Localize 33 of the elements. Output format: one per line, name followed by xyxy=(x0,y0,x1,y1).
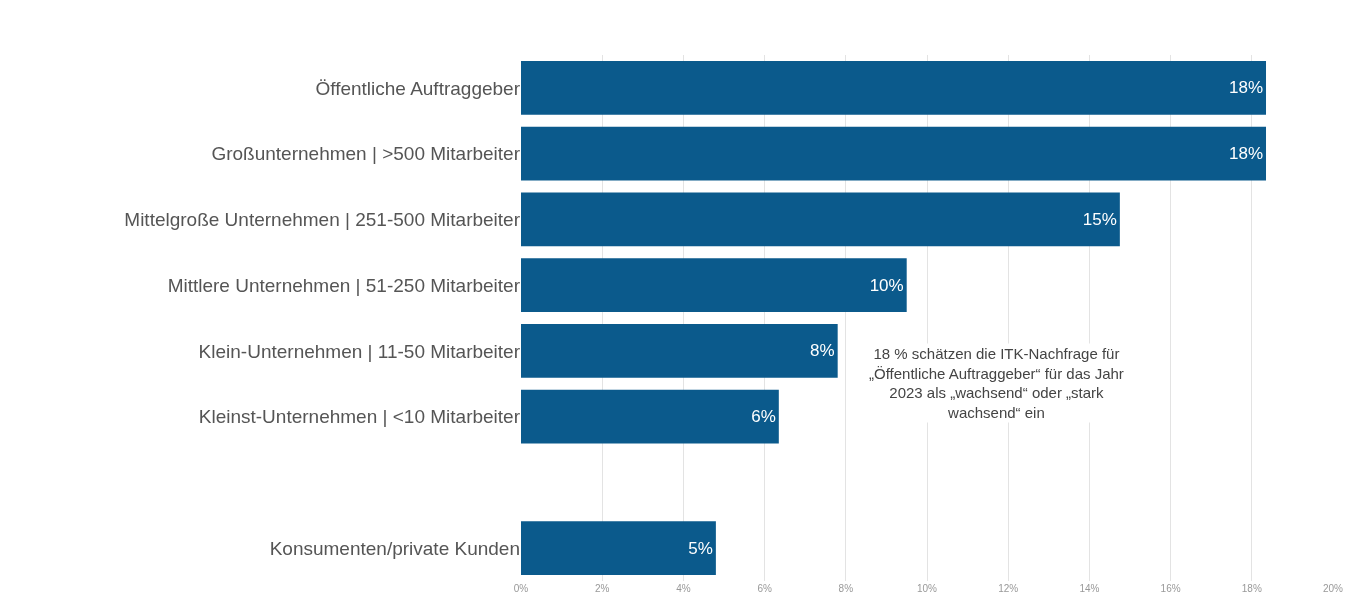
bar xyxy=(521,192,1120,247)
x-tick-label: 6% xyxy=(757,583,772,594)
data-label: 6% xyxy=(751,407,776,427)
data-label: 15% xyxy=(1082,209,1117,229)
y-tick-label: Kleinst-Unternehmen | <10 Mitarbeiter xyxy=(198,406,521,428)
bar xyxy=(521,389,779,444)
bar xyxy=(521,323,838,378)
data-label: 18% xyxy=(1228,78,1264,98)
y-tick-label: Konsumenten/private Kunden xyxy=(269,537,520,559)
annotation: 18 % schätzen die ITK-Nachfrage für „Öffentliche Auftraggeber“ für das Jahr 2023 als „wachsend“ oder „stark wachsend“ ein xyxy=(869,345,1124,421)
x-tick-label: 2% xyxy=(594,583,610,594)
y-tick-label: Mittlere Unternehmen | 51-250 Mitarbeiter xyxy=(167,274,521,296)
x-tick-label: 8% xyxy=(838,583,854,594)
x-tick-label: 16% xyxy=(1160,583,1181,594)
bar xyxy=(521,60,1267,115)
x-tick-label: 10% xyxy=(916,583,938,594)
x-tick-label: 12% xyxy=(998,583,1019,594)
x-tick-label: 0% xyxy=(513,583,529,594)
data-label: 10% xyxy=(869,275,904,295)
y-tick-label: Großunternehmen | >500 Mitarbeiter xyxy=(211,143,521,165)
x-tick-label: 4% xyxy=(676,583,691,594)
bar xyxy=(521,258,907,313)
data-label: 18% xyxy=(1228,144,1264,164)
y-tick-label: Öffentliche Auftraggeber xyxy=(315,77,521,99)
bar xyxy=(521,126,1267,181)
x-tick-label: 18% xyxy=(1241,583,1262,594)
x-tick-label: 14% xyxy=(1079,583,1100,594)
y-tick-label: Klein-Unternehmen | 11-50 Mitarbeiter xyxy=(198,340,521,362)
bar xyxy=(521,521,716,576)
data-label: 5% xyxy=(688,538,713,558)
x-tick-label: 20% xyxy=(1322,583,1344,594)
data-label: 8% xyxy=(810,341,835,361)
y-tick-label: Mittelgroße Unternehmen | 251-500 Mitarbeiter xyxy=(124,209,521,231)
